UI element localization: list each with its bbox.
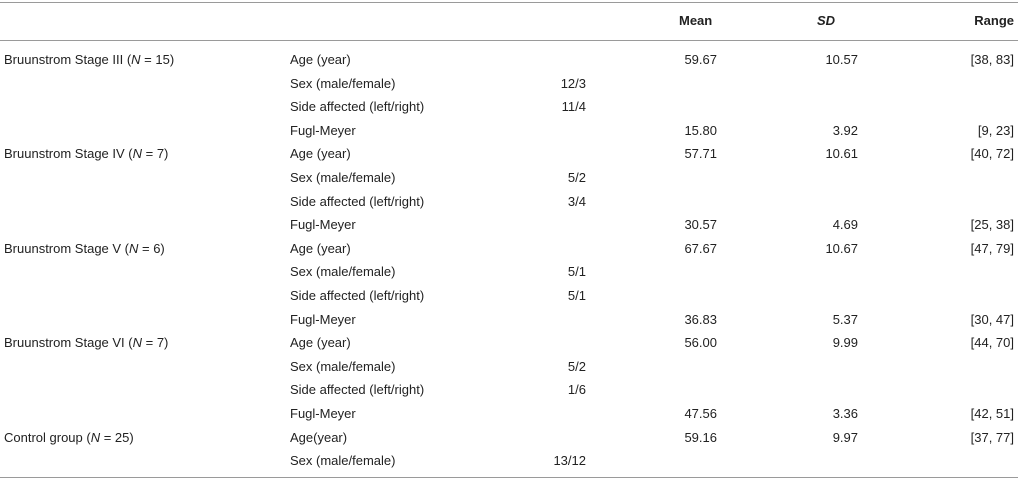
mean-value: 30.57 [684,217,717,232]
sd-value: 10.61 [825,146,858,161]
count-value: 13/12 [553,453,586,468]
item-label: Age (year) [290,52,351,67]
count-value: 5/1 [567,264,586,279]
count-value: 12/3 [560,76,586,91]
mean-value: 36.83 [684,312,717,327]
group-label: Bruunstrom Stage V (N = 6) [4,241,165,256]
mean-value: 67.67 [684,241,717,256]
item-label: Fugl-Meyer [290,217,356,232]
sd-value: 3.92 [832,123,858,138]
group-label: Control group (N = 25) [4,430,134,445]
range-value: [25, 38] [970,217,1014,232]
mean-value: 47.56 [684,406,717,421]
sd-value: 5.37 [832,312,858,327]
header-range: Range [974,13,1014,28]
item-label: Side affected (left/right) [290,194,425,209]
top-rule [0,2,1018,3]
sd-value: 10.67 [825,241,858,256]
item-label: Sex (male/female) [290,453,396,468]
range-value: [38, 83] [970,52,1014,67]
sd-value: 3.36 [832,406,858,421]
item-label: Age(year) [290,430,348,445]
item-label: Sex (male/female) [290,170,396,185]
mean-value: 59.16 [684,430,717,445]
mean-value: 59.67 [684,52,717,67]
range-value: [47, 79] [970,241,1014,256]
sd-value: 4.69 [832,217,858,232]
group-label: Bruunstrom Stage III (N = 15) [4,52,175,67]
range-value: [37, 77] [970,430,1014,445]
mean-value: 56.00 [684,335,717,350]
range-value: [44, 70] [970,335,1014,350]
item-label: Side affected (left/right) [290,288,425,303]
range-value: [42, 51] [970,406,1014,421]
count-value: 3/4 [567,194,586,209]
item-label: Sex (male/female) [290,264,396,279]
item-label: Age (year) [290,335,351,350]
count-value: 5/2 [567,170,586,185]
bottom-rule [0,477,1018,478]
header-sd: SD [817,13,836,28]
range-value: [40, 72] [970,146,1014,161]
item-label: Side affected (left/right) [290,99,425,114]
sd-value: 9.99 [832,335,858,350]
count-value: 5/2 [567,359,586,374]
item-label: Fugl-Meyer [290,123,356,138]
sd-value: 9.97 [832,430,858,445]
count-value: 5/1 [567,288,586,303]
group-label: Bruunstrom Stage VI (N = 7) [4,335,169,350]
mean-value: 57.71 [684,146,717,161]
count-value: 1/6 [567,382,586,397]
count-value: 11/4 [561,99,586,114]
group-label: Bruunstrom Stage IV (N = 7) [4,146,169,161]
range-value: [9, 23] [977,123,1014,138]
header-rule [0,40,1018,41]
header-mean: Mean [679,13,713,28]
item-label: Fugl-Meyer [290,312,356,327]
item-label: Fugl-Meyer [290,406,356,421]
sd-value: 10.57 [825,52,858,67]
mean-value: 15.80 [684,123,717,138]
item-label: Age (year) [290,146,351,161]
item-label: Sex (male/female) [290,359,396,374]
range-value: [30, 47] [970,312,1014,327]
item-label: Side affected (left/right) [290,382,425,397]
item-label: Sex (male/female) [290,76,396,91]
item-label: Age (year) [290,241,351,256]
